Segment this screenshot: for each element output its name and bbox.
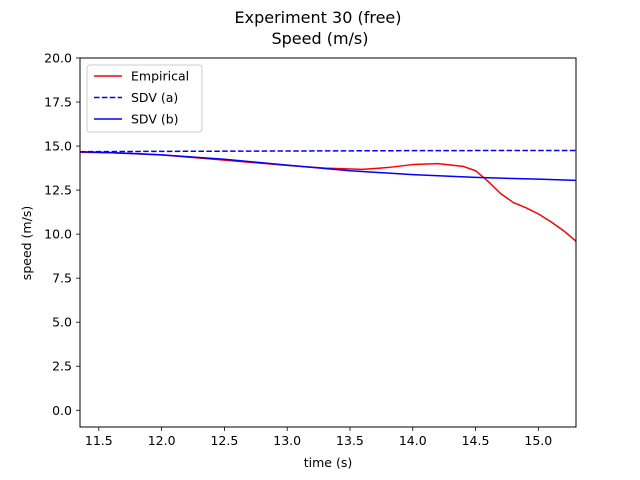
x-tick-label: 13.5 (336, 433, 364, 448)
legend: Empirical SDV (a) SDV (b) (86, 64, 203, 133)
chart-title: Experiment 30 (free) (234, 8, 401, 27)
plot-frame (79, 57, 577, 428)
x-tick-label: 13.0 (273, 433, 301, 448)
legend-label-1: Empirical (131, 69, 189, 84)
y-tick-label: 17.5 (44, 95, 72, 110)
series-group (79, 149, 577, 242)
y-tick-label: 20.0 (44, 51, 72, 66)
x-axis-label: time (s) (304, 455, 352, 470)
y-tick-label: 15.0 (44, 139, 72, 154)
y-tick-label: 2.5 (52, 359, 72, 374)
series-line-2 (79, 149, 576, 153)
legend-label-2: SDV (a) (131, 90, 178, 105)
series-line-3 (79, 150, 577, 182)
y-tick-label: 5.0 (52, 315, 72, 330)
y-tick-label: 7.5 (52, 271, 72, 286)
x-tick-label: 15.0 (524, 433, 552, 448)
y-tick-label: 10.0 (44, 227, 72, 242)
legend-box (86, 64, 203, 133)
legend-label-3: SDV (b) (131, 112, 179, 127)
series-line-1 (79, 151, 577, 242)
x-tick-label: 12.5 (210, 433, 238, 448)
x-axis-ticks: 11.5 12.0 12.5 13.0 13.5 14.0 14.5 15.0 (85, 427, 552, 448)
x-tick-label: 14.0 (399, 433, 427, 448)
chart-subtitle: Speed (m/s) (271, 29, 368, 48)
y-axis-label: speed (m/s) (19, 206, 34, 280)
x-tick-label: 14.5 (462, 433, 490, 448)
y-tick-label: 0.0 (52, 403, 72, 418)
x-tick-label: 12.0 (148, 433, 176, 448)
y-axis-ticks: 0.0 2.5 5.0 7.5 10.0 12.5 15.0 17.5 20.0 (44, 51, 80, 418)
x-tick-label: 11.5 (85, 433, 113, 448)
y-tick-label: 12.5 (44, 183, 72, 198)
